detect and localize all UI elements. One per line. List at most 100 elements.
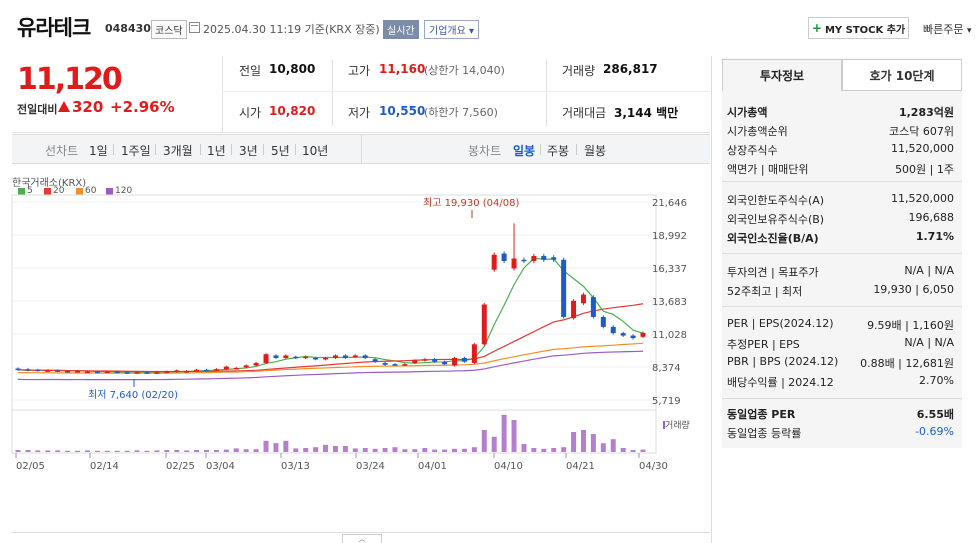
tab-3months[interactable]: 3개월 [163, 144, 193, 158]
volume-bar [253, 449, 259, 452]
candle [561, 259, 567, 317]
candle [213, 369, 219, 371]
prev-close-value: 10,800 [269, 62, 316, 76]
candle [600, 316, 606, 327]
amount-value: 3,144 백만 [614, 106, 679, 120]
info-row-market-cap-rank: 시가총액순위 코스닥 607위 [722, 123, 962, 139]
opinion-target-price-value: N/A | N/A [904, 264, 954, 277]
chevron-up-icon: ︿ [358, 535, 366, 543]
volume-value: 286,817 [603, 62, 658, 76]
candle [323, 357, 329, 360]
candle [471, 344, 477, 363]
candle [35, 369, 41, 372]
candle [55, 370, 61, 372]
candle [144, 372, 150, 374]
volume-bar [213, 450, 219, 452]
candle [511, 258, 517, 269]
tab-investment-info[interactable]: 투자정보 [722, 59, 842, 91]
market-cap-value: 1,283억원 [898, 106, 954, 119]
divider [722, 306, 962, 307]
volume-bar [243, 449, 249, 452]
foreign-held-shares-value: 196,688 [908, 211, 955, 224]
candle [303, 356, 309, 359]
tab-daily[interactable]: 일봉 [513, 144, 536, 158]
candle [194, 369, 200, 372]
tab-3years[interactable]: 3년 [239, 144, 258, 158]
high-label: 고가 [348, 64, 371, 78]
ma20-line [17, 303, 644, 373]
divider [540, 144, 541, 155]
volume-bar [134, 450, 140, 452]
change-label: 전일대비 [17, 103, 58, 116]
candle [342, 355, 348, 358]
foreign-limit-shares-value: 11,520,000 [891, 192, 954, 205]
add-mystock-label: MY STOCK 추가 [824, 24, 906, 36]
info-row-est-per-eps: 추정PER | EPS N/A | N/A [722, 336, 962, 352]
tab-monthly[interactable]: 월봉 [584, 144, 607, 158]
info-row-dividend-yield: 배당수익률 | 2024.12 2.70% [722, 374, 962, 390]
foreign-exhaustion-rate-label: 외국인소진율(B/A) [727, 232, 819, 245]
volume-bar [15, 450, 21, 452]
info-row-sector-per: 동일업종 PER 6.55배 [722, 406, 962, 422]
info-row-week52-high-low: 52주최고 | 최저 19,930 | 6,050 [722, 283, 962, 299]
tab-10years[interactable]: 10년 [302, 144, 329, 158]
ma120-line [17, 350, 644, 381]
market-badge: 코스닥 [151, 20, 187, 39]
volume-bar [94, 450, 100, 452]
tab-1week[interactable]: 1주일 [121, 144, 151, 158]
candle [65, 371, 71, 373]
volume-bar [313, 447, 319, 452]
tab-quote-10[interactable]: 호가 10단계 [842, 59, 962, 91]
listed-shares-value: 11,520,000 [891, 142, 954, 155]
info-row-foreign-limit-shares: 외국인한도주식수(A) 11,520,000 [722, 192, 962, 208]
candle [15, 368, 21, 371]
market-cap-label: 시가총액 [727, 106, 768, 119]
divider [231, 144, 232, 155]
tab-5years[interactable]: 5년 [271, 144, 290, 158]
candle-chart-label[interactable]: 봉차트 [468, 144, 502, 158]
per-eps-label: PER | EPS(2024.12) [727, 317, 834, 330]
price-chart[interactable]: 21,646 18,992 16,337 13,683 11,028 8,374 5,719… [0, 190, 710, 480]
par-value-trade-unit-value: 500원 | 1주 [895, 163, 954, 176]
volume-bar [233, 448, 239, 452]
candle [521, 259, 527, 262]
candle [580, 294, 586, 304]
add-mystock-button[interactable]: + MY STOCK 추가 [808, 17, 909, 39]
candle [25, 369, 31, 371]
tab-1year[interactable]: 1년 [207, 144, 226, 158]
line-chart-label[interactable]: 선차트 [45, 144, 79, 158]
triangle-up-icon [58, 101, 70, 112]
candle [263, 354, 269, 363]
par-value-trade-unit-label: 액면가 | 매매단위 [727, 163, 809, 176]
calendar-icon [189, 22, 200, 33]
candle [223, 366, 229, 370]
info-row-opinion-target-price: 투자의견 | 목표주가 N/A | N/A [722, 264, 962, 280]
opinion-target-price-label: 투자의견 | 목표주가 [727, 266, 819, 279]
pbr-bps-label: PBR | BPS (2024.12) [727, 355, 839, 368]
dividend-yield-value: 2.70% [919, 374, 954, 387]
volume-bar [461, 448, 467, 452]
candle [630, 335, 636, 339]
info-row-per-eps: PER | EPS(2024.12) 9.59배 | 1,160원 [722, 317, 962, 333]
volume-bar [124, 450, 130, 452]
volume-bar [580, 430, 586, 452]
expand-handle[interactable]: ︿ [342, 534, 382, 543]
high-value: 11,160 [379, 62, 426, 76]
volume-bar [323, 444, 329, 452]
volume-bar [65, 450, 71, 452]
realtime-badge[interactable]: 실시간 [383, 20, 419, 39]
corp-overview-button[interactable]: 기업개요 ▾ [424, 20, 480, 39]
candle [124, 372, 130, 374]
quick-order-button[interactable]: 빠른주문 ▾ [923, 21, 972, 37]
tab-weekly[interactable]: 주봉 [547, 144, 570, 158]
candle [164, 371, 170, 374]
tab-1day[interactable]: 1일 [89, 144, 108, 158]
volume-bar [501, 414, 507, 452]
volume-bar [422, 448, 428, 452]
volume-bar [571, 432, 577, 452]
volume-bar [600, 443, 606, 452]
datetime-basis: 2025.04.30 11:19 기준(KRX 장중) [203, 23, 380, 36]
market-cap-rank-value: 코스닥 607위 [889, 125, 954, 138]
y-tick-label: 13,683 [652, 297, 687, 308]
volume-bar [84, 450, 90, 452]
